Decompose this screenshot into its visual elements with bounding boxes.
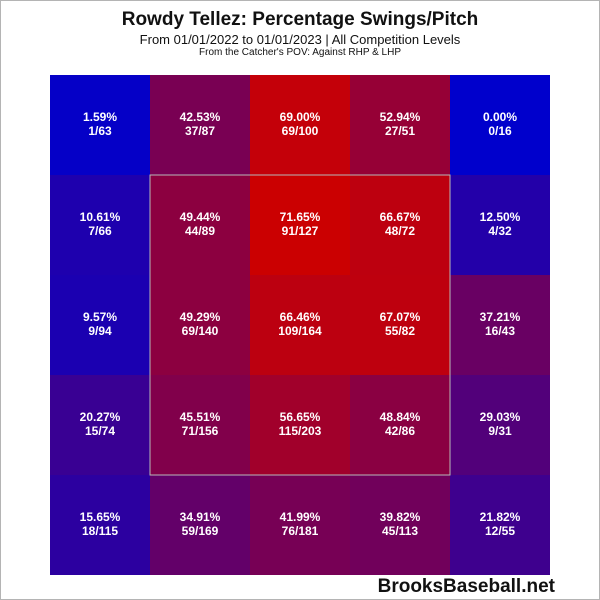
cell-percent-label: 48.84% bbox=[380, 410, 421, 424]
cell-count-label: 42/86 bbox=[385, 424, 415, 438]
cell-count-label: 9/31 bbox=[488, 424, 512, 438]
cell-count-label: 59/169 bbox=[182, 524, 219, 538]
cell-percent-label: 45.51% bbox=[180, 410, 221, 424]
cell-count-label: 55/82 bbox=[385, 324, 415, 338]
heatmap-cell-r1-c1 bbox=[150, 175, 250, 275]
cell-count-label: 4/32 bbox=[488, 224, 512, 238]
heatmap-cell-r1-c3 bbox=[350, 175, 450, 275]
heatmap-cell-r2-c1 bbox=[150, 275, 250, 375]
cell-count-label: 27/51 bbox=[385, 124, 415, 138]
cell-percent-label: 21.82% bbox=[480, 510, 521, 524]
cell-count-label: 48/72 bbox=[385, 224, 415, 238]
cell-percent-label: 29.03% bbox=[480, 410, 521, 424]
cell-count-label: 7/66 bbox=[88, 224, 112, 238]
cell-count-label: 45/113 bbox=[382, 524, 418, 538]
cell-count-label: 0/16 bbox=[488, 124, 512, 138]
cell-count-label: 76/181 bbox=[282, 524, 319, 538]
cell-percent-label: 66.67% bbox=[380, 210, 421, 224]
heatmap-cell-r3-c0 bbox=[50, 375, 150, 475]
chart-note: From the Catcher's POV: Against RHP & LH… bbox=[199, 47, 401, 58]
cell-percent-label: 0.00% bbox=[483, 110, 517, 124]
chart-subtitle: From 01/01/2022 to 01/01/2023 | All Comp… bbox=[139, 32, 461, 47]
cell-count-label: 69/140 bbox=[182, 324, 219, 338]
cell-count-label: 115/203 bbox=[279, 424, 322, 438]
cell-percent-label: 1.59% bbox=[83, 110, 117, 124]
heatmap-cell-r4-c0 bbox=[50, 475, 150, 575]
cell-percent-label: 39.82% bbox=[380, 510, 421, 524]
cell-percent-label: 49.29% bbox=[180, 310, 221, 324]
cell-count-label: 1/63 bbox=[88, 124, 112, 138]
cell-percent-label: 15.65% bbox=[80, 510, 121, 524]
brand-watermark: BrooksBaseball.net bbox=[377, 576, 555, 597]
cell-count-label: 109/164 bbox=[278, 324, 322, 338]
heatmap-cell-r0-c4 bbox=[450, 75, 550, 175]
heatmap-cell-r4-c4 bbox=[450, 475, 550, 575]
heatmap-cell-r2-c0 bbox=[50, 275, 150, 375]
cell-percent-label: 37.21% bbox=[480, 310, 521, 324]
heatmap-cell-r2-c4 bbox=[450, 275, 550, 375]
heatmap-cell-r1-c4 bbox=[450, 175, 550, 275]
cell-count-label: 69/100 bbox=[282, 124, 319, 138]
strike-zone-outline bbox=[149, 174, 451, 476]
heatmap-cell-r3-c4 bbox=[450, 375, 550, 475]
heatmap-cell-r0-c2 bbox=[250, 75, 350, 175]
cell-count-label: 16/43 bbox=[485, 324, 515, 338]
heatmap-cell-r0-c0 bbox=[50, 75, 150, 175]
cell-count-label: 12/55 bbox=[485, 524, 515, 538]
heatmap-cell-r4-c2 bbox=[250, 475, 350, 575]
cell-percent-label: 41.99% bbox=[280, 510, 321, 524]
heatmap-cell-r3-c3 bbox=[350, 375, 450, 475]
heatmap-cell-r1-c2 bbox=[250, 175, 350, 275]
cell-percent-label: 20.27% bbox=[80, 410, 121, 424]
heatmap-cell-r4-c1 bbox=[150, 475, 250, 575]
heatmap-cell-r2-c3 bbox=[350, 275, 450, 375]
heatmap-cell-r3-c1 bbox=[150, 375, 250, 475]
cell-percent-label: 56.65% bbox=[280, 410, 321, 424]
cell-count-label: 44/89 bbox=[185, 224, 215, 238]
heatmap-cell-r2-c2 bbox=[250, 275, 350, 375]
cell-count-label: 15/74 bbox=[85, 424, 115, 438]
cell-percent-label: 67.07% bbox=[380, 310, 421, 324]
cell-percent-label: 10.61% bbox=[80, 210, 121, 224]
heatmap-cell-r0-c3 bbox=[350, 75, 450, 175]
cell-percent-label: 49.44% bbox=[180, 210, 221, 224]
cell-percent-label: 69.00% bbox=[280, 110, 321, 124]
heatmap-cell-r1-c0 bbox=[50, 175, 150, 275]
cell-percent-label: 71.65% bbox=[280, 210, 321, 224]
cell-percent-label: 42.53% bbox=[180, 110, 221, 124]
cell-count-label: 18/115 bbox=[82, 524, 118, 538]
cell-percent-label: 12.50% bbox=[480, 210, 521, 224]
cell-count-label: 37/87 bbox=[185, 124, 215, 138]
cell-count-label: 71/156 bbox=[182, 424, 219, 438]
cell-percent-label: 52.94% bbox=[380, 110, 421, 124]
heatmap-cell-r3-c2 bbox=[250, 375, 350, 475]
cell-percent-label: 34.91% bbox=[180, 510, 221, 524]
cell-count-label: 91/127 bbox=[282, 224, 319, 238]
cell-count-label: 9/94 bbox=[88, 324, 112, 338]
chart-title: Rowdy Tellez: Percentage Swings/Pitch bbox=[121, 9, 479, 30]
cell-percent-label: 9.57% bbox=[83, 310, 117, 324]
cell-percent-label: 66.46% bbox=[280, 310, 321, 324]
heatmap-cell-r4-c3 bbox=[350, 475, 450, 575]
heatmap-cell-r0-c1 bbox=[150, 75, 250, 175]
